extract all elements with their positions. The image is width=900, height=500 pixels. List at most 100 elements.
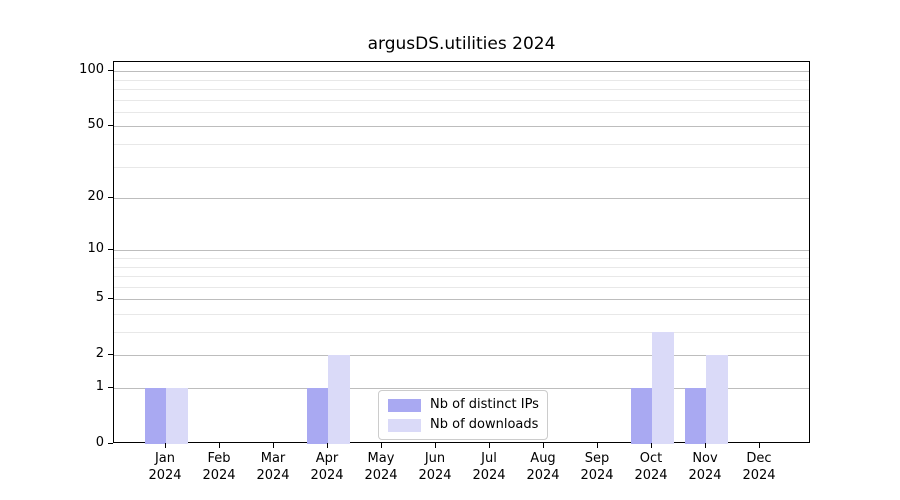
x-tick-year: 2024: [202, 468, 236, 483]
plot-area: Nb of distinct IPs Nb of downloads: [113, 61, 810, 444]
x-tick-mark: [273, 443, 274, 448]
bar-downloads: [706, 355, 728, 444]
x-tick-label: Mar 2024: [245, 450, 301, 484]
legend: Nb of distinct IPs Nb of downloads: [378, 390, 548, 440]
x-tick-year: 2024: [526, 468, 560, 483]
x-tick-year: 2024: [688, 468, 722, 483]
x-tick-month: Apr: [315, 451, 339, 466]
bar-distinct-ips: [306, 388, 328, 444]
x-tick-month: Feb: [207, 451, 231, 466]
x-tick-year: 2024: [364, 468, 398, 483]
x-tick-month: Dec: [746, 451, 772, 466]
y-tick-mark: [108, 443, 113, 444]
x-tick-label: Dec 2024: [731, 450, 787, 484]
x-tick-mark: [759, 443, 760, 448]
gridline-minor: [114, 276, 809, 277]
x-tick-month: Jan: [154, 451, 176, 466]
x-tick-label: Apr 2024: [299, 450, 355, 484]
gridline-minor: [114, 111, 809, 113]
y-tick-label: 10: [87, 241, 104, 257]
gridline-minor: [114, 143, 809, 145]
y-tick-label: 20: [87, 189, 104, 204]
gridline-minor: [114, 166, 809, 168]
x-tick-month: May: [367, 451, 395, 466]
x-tick-label: Jun 2024: [407, 450, 463, 484]
x-tick-year: 2024: [742, 468, 776, 483]
x-tick-mark: [651, 443, 652, 448]
x-tick-year: 2024: [418, 468, 452, 483]
x-tick-month: Jul: [481, 451, 497, 466]
bar-distinct-ips: [630, 388, 652, 444]
gridline-minor: [114, 266, 809, 268]
x-tick-month: Oct: [639, 451, 663, 466]
bar-downloads: [328, 355, 350, 444]
bar-downloads: [652, 332, 674, 444]
gridline-major: [114, 126, 809, 128]
gridline-minor: [114, 286, 809, 288]
gridline-major: [114, 250, 809, 252]
y-tick-mark: [108, 197, 113, 198]
x-tick-year: 2024: [310, 468, 344, 483]
x-tick-year: 2024: [472, 468, 506, 483]
x-tick-year: 2024: [580, 468, 614, 483]
bar-distinct-ips: [144, 388, 166, 444]
y-tick-label: 5: [95, 290, 104, 306]
bar-distinct-ips: [684, 388, 706, 444]
x-tick-mark: [327, 443, 328, 448]
y-tick-mark: [108, 387, 113, 388]
gridline-major: [114, 355, 809, 357]
x-tick-month: Jun: [424, 451, 446, 466]
y-tick-mark: [108, 298, 113, 300]
x-tick-year: 2024: [148, 468, 182, 483]
gridline-minor: [114, 99, 809, 101]
x-tick-mark: [219, 443, 220, 448]
y-tick-label: 100: [79, 62, 104, 78]
x-tick-year: 2024: [634, 468, 668, 483]
x-tick-mark: [165, 443, 166, 448]
x-tick-month: Mar: [260, 451, 286, 466]
legend-item-downloads: Nb of downloads: [388, 417, 538, 433]
x-tick-label: Oct 2024: [623, 450, 679, 484]
x-tick-mark: [597, 443, 598, 448]
legend-swatch-distinct-ips: [388, 398, 421, 412]
gridline-minor: [114, 88, 809, 90]
gridline-minor: [114, 332, 809, 333]
y-tick-mark: [108, 125, 113, 127]
gridline-minor: [114, 313, 809, 315]
gridline-minor: [114, 79, 809, 81]
gridline-major: [114, 388, 809, 389]
x-tick-mark: [435, 443, 436, 448]
chart-title: argusDS.utilities 2024: [367, 34, 556, 54]
gridline-major: [114, 71, 809, 73]
y-tick-mark: [108, 354, 113, 356]
bar-downloads: [166, 388, 188, 444]
gridline-minor: [114, 257, 809, 259]
x-tick-mark: [705, 443, 706, 448]
y-tick-label: 2: [95, 346, 104, 362]
x-tick-mark: [381, 443, 382, 448]
x-tick-year: 2024: [256, 468, 290, 483]
x-tick-label: Feb 2024: [191, 450, 247, 484]
x-tick-label: Jul 2024: [461, 450, 517, 484]
x-tick-month: Nov: [692, 451, 718, 466]
x-tick-label: Sep 2024: [569, 450, 625, 484]
x-tick-month: Sep: [584, 451, 610, 466]
x-tick-label: Aug 2024: [515, 450, 571, 484]
x-tick-label: May 2024: [353, 450, 409, 484]
legend-swatch-downloads: [388, 418, 421, 432]
gridline-major: [114, 299, 809, 301]
x-tick-mark: [543, 443, 544, 448]
y-tick-label: 0: [95, 435, 104, 450]
legend-label-downloads: Nb of downloads: [430, 417, 539, 432]
x-tick-label: Nov 2024: [677, 450, 733, 484]
x-tick-label: Jan 2024: [137, 450, 193, 484]
x-tick-month: Aug: [530, 451, 556, 466]
y-tick-label: 50: [87, 117, 104, 133]
legend-label-distinct-ips: Nb of distinct IPs: [430, 397, 539, 412]
legend-item-distinct-ips: Nb of distinct IPs: [388, 397, 539, 413]
gridline-major: [114, 198, 809, 199]
x-tick-mark: [489, 443, 490, 448]
y-tick-mark: [108, 70, 113, 72]
y-tick-label: 1: [95, 379, 104, 394]
